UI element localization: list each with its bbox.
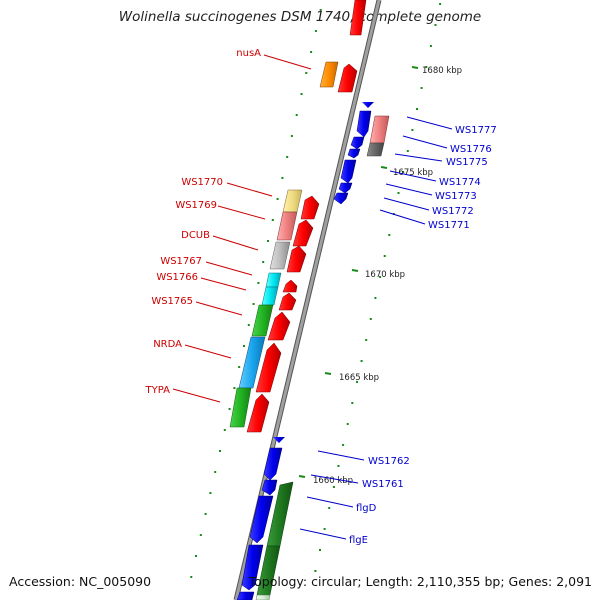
gene-ws1776[interactable] — [350, 136, 365, 150]
accession-label: Accession: NC_005090 — [9, 574, 152, 589]
annotated-genes-right — [255, 115, 390, 600]
gene-ws1765[interactable] — [251, 304, 274, 337]
gene-ws1766-red[interactable] — [278, 292, 297, 311]
gene-label-ws1761[interactable]: WS1761 — [362, 479, 404, 490]
gene-label-dcub[interactable]: DCUB — [181, 230, 210, 241]
gene-ws1777-start-marker[interactable] — [362, 102, 374, 108]
scale-label-1675: 1675 kbp — [393, 168, 433, 178]
gene-ws1770[interactable] — [282, 189, 303, 213]
gene-ws1777-pink[interactable] — [369, 115, 390, 144]
gene-bottom-pale[interactable] — [255, 594, 271, 600]
gene-ws1762[interactable] — [263, 447, 283, 481]
gene-label-flge[interactable]: flgE — [349, 535, 368, 546]
gene-label-nrda[interactable]: NRDA — [153, 339, 182, 350]
gene-ws1767-red[interactable] — [282, 279, 298, 293]
map-title: Wolinella succinogenes DSM 1740, complet… — [118, 9, 482, 25]
gene-nusA[interactable] — [319, 61, 339, 88]
gene-ws1770-red[interactable] — [300, 195, 320, 220]
gene-label-ws1762[interactable]: WS1762 — [368, 456, 410, 467]
left-leader-lines — [172, 54, 312, 403]
genome-summary: Topology: circular; Length: 2,110,355 bp… — [248, 574, 592, 589]
gene-ws1761[interactable] — [261, 479, 278, 496]
gene-nusA-red[interactable] — [337, 63, 358, 93]
annotated-genes — [229, 61, 339, 428]
gene-label-ws1770[interactable]: WS1770 — [181, 177, 223, 188]
gene-ws1769[interactable] — [276, 211, 298, 241]
gene-label-ws1765[interactable]: WS1765 — [151, 296, 193, 307]
gene-ws1773[interactable] — [338, 182, 353, 194]
reverse-strand-genes — [236, 102, 374, 600]
gene-label-ws1769[interactable]: WS1769 — [175, 200, 217, 211]
gene-label-ws1774[interactable]: WS1774 — [439, 177, 481, 188]
gene-ws1772[interactable] — [333, 192, 349, 205]
gene-nrda[interactable] — [238, 336, 266, 389]
gene-nrda-red[interactable] — [255, 342, 282, 393]
right-leader-lines — [299, 116, 453, 540]
gene-typa-red[interactable] — [246, 393, 270, 433]
gene-ws1766[interactable] — [261, 286, 279, 306]
gene-label-ws1775[interactable]: WS1775 — [446, 157, 488, 168]
gene-label-ws1766[interactable]: WS1766 — [156, 272, 198, 283]
forward-strand-genes — [246, 0, 367, 433]
gene-bottom-blue[interactable] — [236, 591, 255, 600]
gene-label-ws1772[interactable]: WS1772 — [432, 206, 474, 217]
gene-label-ws1773[interactable]: WS1773 — [435, 191, 477, 202]
gene-dcub-red[interactable] — [286, 245, 307, 273]
gene-label-nusa[interactable]: nusA — [236, 48, 261, 59]
gene-label-ws1771[interactable]: WS1771 — [428, 220, 470, 231]
scale-tick-marks — [298, 66, 419, 478]
gene-top-red-1[interactable] — [349, 0, 367, 36]
gene-dcub[interactable] — [269, 241, 291, 270]
scale-label-1660: 1660 kbp — [313, 476, 353, 486]
gene-ws1774[interactable] — [340, 159, 357, 184]
gene-label-typa[interactable]: TYPA — [145, 385, 171, 396]
coordinate-ring-dashes — [190, 3, 442, 578]
gene-flge[interactable] — [241, 544, 264, 591]
gene-ws1762-start-marker[interactable] — [273, 437, 285, 443]
gene-ws1776-gray[interactable] — [366, 142, 385, 157]
scale-label-1665: 1665 kbp — [339, 373, 379, 383]
gene-ws1767[interactable] — [265, 272, 282, 288]
gene-flgd[interactable] — [249, 495, 274, 544]
gene-label-flgd[interactable]: flgD — [356, 503, 377, 514]
gene-label-ws1776[interactable]: WS1776 — [450, 144, 492, 155]
gene-ws1769-red[interactable] — [292, 219, 314, 247]
gene-ws1777[interactable] — [356, 110, 372, 138]
scale-label-1680: 1680 kbp — [422, 66, 462, 76]
gene-ws1775[interactable] — [347, 148, 361, 159]
gene-label-ws1767[interactable]: WS1767 — [160, 256, 202, 267]
gene-typa[interactable] — [229, 387, 252, 428]
scale-label-1670: 1670 kbp — [365, 270, 405, 280]
gene-label-ws1777[interactable]: WS1777 — [455, 125, 497, 136]
gene-ws1765-red[interactable] — [267, 311, 291, 341]
